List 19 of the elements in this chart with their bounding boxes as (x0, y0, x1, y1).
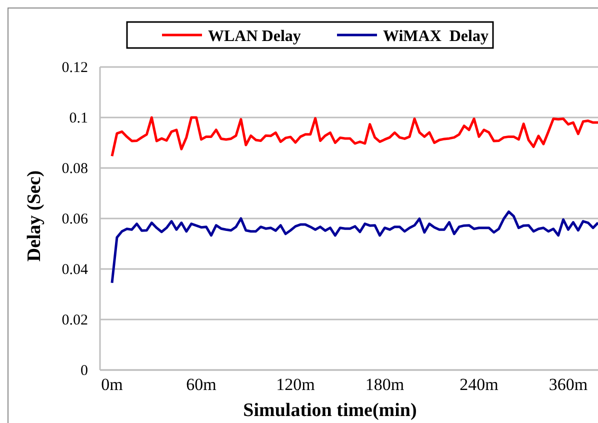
y-tick-label: 0.02 (62, 312, 88, 328)
y-tick-label: 0.12 (62, 60, 88, 76)
line-series (110, 116, 598, 158)
y-axis-title: Delay (Sec) (24, 170, 45, 262)
y-tick-label: 0.08 (62, 160, 88, 177)
legend-label: WLAN Delay (208, 28, 301, 45)
x-tick-label: 120m (276, 375, 315, 394)
x-tick-label: 60m (186, 375, 216, 394)
x-tick-label: 0m (101, 375, 123, 394)
legend-label: WiMAX Delay (383, 28, 488, 45)
x-tick-label: 360m (548, 375, 588, 394)
line-series (110, 210, 598, 284)
y-tick-label: 0.1 (69, 110, 88, 126)
x-tick-label: 240m (460, 375, 498, 394)
y-tick-label: 0.04 (62, 262, 88, 278)
y-tick-label: 0 (80, 362, 88, 379)
x-axis-title: Simulation time(min) (243, 400, 417, 421)
x-tick-label: 180m (365, 375, 404, 394)
y-tick-label: 0.06 (62, 211, 88, 228)
